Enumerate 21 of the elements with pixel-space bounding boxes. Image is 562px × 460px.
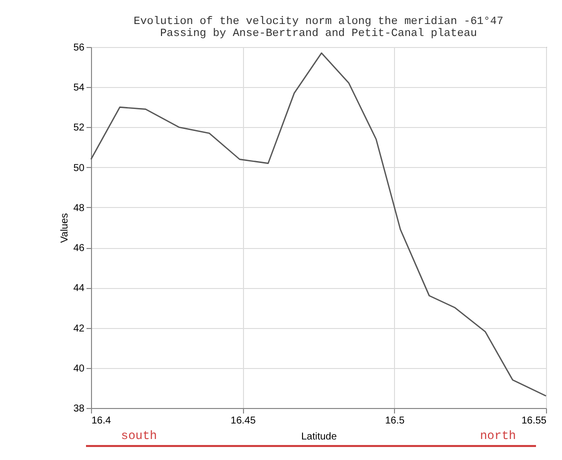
- text: south: [121, 429, 158, 443]
- line-series: [90, 52, 547, 397]
- y-tick-label: 50: [73, 162, 85, 174]
- y-tick-label: 44: [73, 283, 85, 294]
- x-tick-label: 16.45: [230, 416, 256, 426]
- y-tick-label: 48: [73, 202, 85, 214]
- chart-subtitle: Passing by Anse-Bertrand and Petit-Canal plateau: [160, 28, 477, 40]
- y-axis-title: Values: [59, 213, 70, 243]
- x-tick-label: 16.55: [521, 416, 547, 426]
- text: north: [480, 429, 516, 443]
- y-tick-label: 38: [73, 404, 85, 414]
- y-tick-label: 40: [73, 363, 85, 374]
- y-tick-label: 46: [73, 243, 85, 254]
- y-tick-label: 42: [73, 323, 85, 334]
- x-axis-title: Latitude: [301, 432, 338, 442]
- y-tick-label: 54: [73, 82, 85, 94]
- chart-title: Evolution of the velocity norm along the meridian -61°47: [134, 16, 504, 28]
- x-tick-label: 16.4: [92, 416, 112, 426]
- y-tick-label: 56: [73, 42, 85, 54]
- y-tick-label: 52: [73, 122, 85, 134]
- x-tick-label: 16.5: [385, 416, 405, 426]
